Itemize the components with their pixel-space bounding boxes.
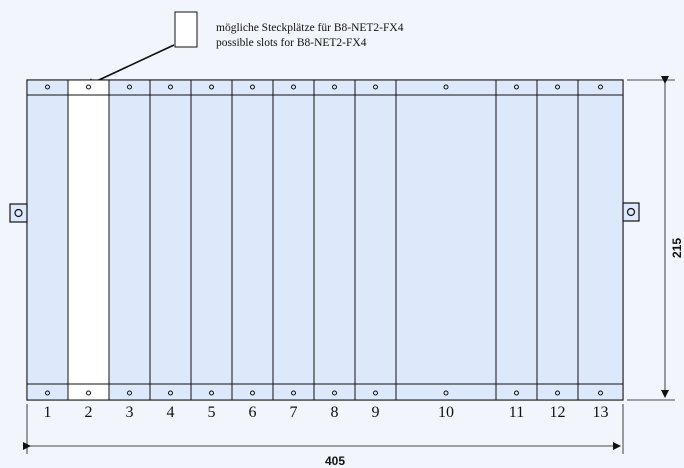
top-screw-hole <box>514 84 519 90</box>
top-screw-hole <box>291 84 296 90</box>
slot-number-3: 3 <box>126 404 134 421</box>
slot-11 <box>495 79 538 401</box>
bottom-screw-hole <box>373 390 378 396</box>
slot-panel <box>149 79 192 401</box>
legend-line-german: mögliche Steckplätze für B8-NET2-FX4 <box>216 22 404 34</box>
top-screw-hole <box>168 84 173 90</box>
legend-pointer-arrow <box>84 44 175 88</box>
slot-8 <box>313 79 356 401</box>
slot-number-13: 13 <box>593 404 609 421</box>
slot-panel <box>313 79 356 401</box>
top-screw-hole <box>555 84 560 90</box>
slot-number-6: 6 <box>249 404 257 421</box>
slot-number-7: 7 <box>290 404 298 421</box>
legend-line-english: possible slots for B8-NET2-FX4 <box>216 37 367 49</box>
slot-10 <box>395 79 497 401</box>
slot-panel <box>395 79 497 401</box>
slot-9 <box>354 79 397 401</box>
top-screw-hole <box>127 84 132 90</box>
slot-4 <box>149 79 192 401</box>
bottom-screw-hole <box>86 390 91 396</box>
bottom-screw-hole <box>598 390 603 396</box>
bottom-screw-hole <box>127 390 132 396</box>
top-screw-hole <box>443 84 449 90</box>
slot-panel <box>495 79 538 401</box>
bottom-screw-hole <box>514 390 519 396</box>
width-dimension-label: 405 <box>325 454 345 468</box>
slot-2 <box>67 79 110 401</box>
slot-number-1: 1 <box>44 404 52 421</box>
bottom-screw-hole <box>555 390 560 396</box>
slot-number-12: 12 <box>550 404 566 421</box>
slot-number-8: 8 <box>331 404 339 421</box>
top-screw-hole <box>373 84 378 90</box>
slot-7 <box>272 79 315 401</box>
slot-number-11: 11 <box>509 404 524 421</box>
top-screw-hole <box>86 84 91 90</box>
bottom-screw-hole <box>250 390 255 396</box>
slot-panel <box>272 79 315 401</box>
right-mounting-ear <box>622 202 640 222</box>
slot-number-9: 9 <box>372 404 380 421</box>
top-screw-hole <box>250 84 255 90</box>
slots-group <box>26 79 624 401</box>
top-screw-hole <box>598 84 603 90</box>
legend-swatch <box>174 11 198 48</box>
slot-panel <box>231 79 274 401</box>
slot-panel <box>108 79 151 401</box>
highlighted-slot-panel <box>67 79 110 401</box>
bottom-screw-hole <box>209 390 214 396</box>
slot-number-2: 2 <box>85 404 93 421</box>
slot-panel <box>536 79 579 401</box>
slot-panel <box>26 79 69 401</box>
slot-number-5: 5 <box>208 404 216 421</box>
slot-1 <box>26 79 69 401</box>
bottom-screw-hole <box>45 390 50 396</box>
slot-panel <box>577 79 624 401</box>
bottom-screw-hole <box>291 390 296 396</box>
bottom-screw-hole <box>332 390 337 396</box>
height-dimension-label: 215 <box>670 238 684 258</box>
slot-6 <box>231 79 274 401</box>
slot-12 <box>536 79 579 401</box>
bottom-screw-hole <box>443 390 449 396</box>
top-screw-hole <box>332 84 337 90</box>
slot-13 <box>577 79 624 401</box>
slot-panel <box>354 79 397 401</box>
top-screw-hole <box>209 84 214 90</box>
slot-5 <box>190 79 233 401</box>
slot-number-10: 10 <box>438 404 454 421</box>
slot-numbers: 1 2 3 4 5 6 7 8 9 10 11 12 13 <box>44 404 609 421</box>
slot-number-4: 4 <box>167 404 175 421</box>
slot-panel <box>190 79 233 401</box>
left-mounting-ear <box>9 203 28 223</box>
slot-3 <box>108 79 151 401</box>
top-screw-hole <box>45 84 50 90</box>
bottom-screw-hole <box>168 390 173 396</box>
